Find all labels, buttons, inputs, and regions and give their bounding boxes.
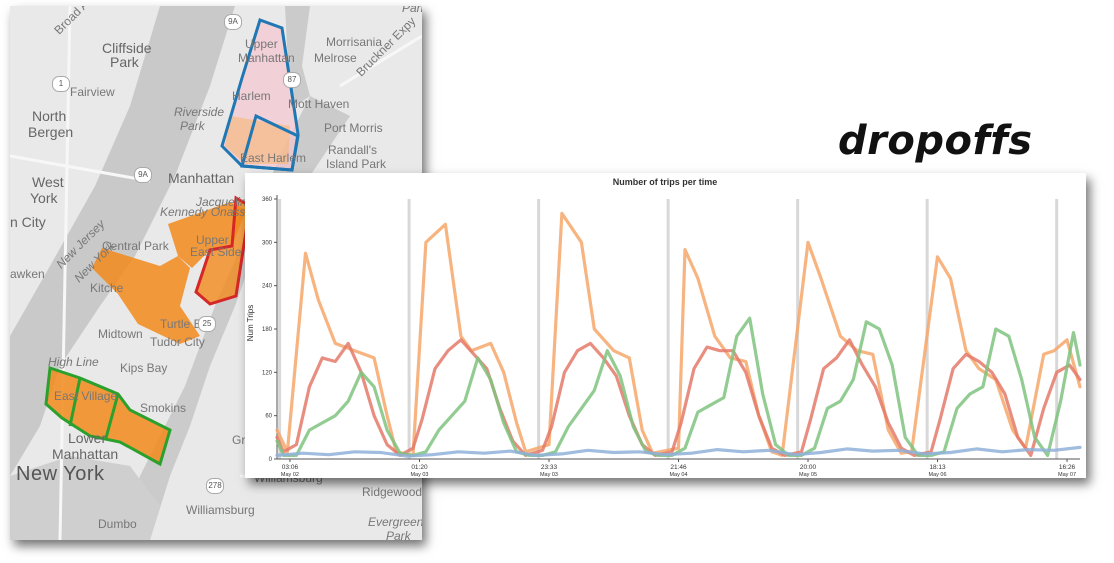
map-label-ridgewood: Ridgewood	[362, 485, 422, 499]
map-label-upper-east: Upper	[196, 233, 229, 247]
route-shield-icon: 9A	[134, 167, 152, 183]
road	[58, 6, 72, 540]
map-label-kips-bay: Kips Bay	[120, 361, 168, 375]
map-label-jacqueline: Jacqueline	[196, 195, 254, 209]
x-tick-label-time: 21:46	[670, 464, 687, 471]
map-label-fairview: Fairview	[70, 85, 115, 99]
map-label-east-village: East Village	[54, 389, 118, 403]
map-label-kennedy: Kennedy Onassis	[160, 205, 255, 219]
route-shield-icon: 25	[198, 316, 216, 332]
route-shield-icon: 278	[206, 478, 224, 494]
y-tick-label: 180	[262, 327, 273, 333]
map-label-island-park: Island Park	[326, 157, 387, 171]
y-tick-label: 360	[262, 197, 273, 203]
x-tick-label-date: May 07	[1058, 472, 1076, 478]
road	[339, 34, 422, 88]
map-label-riverside: Riverside	[174, 105, 225, 119]
y-tick-label: 240	[262, 284, 273, 290]
x-tick-label-time: 03:06	[282, 464, 299, 471]
map-label-manhattan: Manhattan	[168, 170, 235, 186]
x-tick-label-date: May 04	[669, 472, 687, 478]
dropoffs-heading: dropoffs	[838, 118, 1033, 164]
map-label-mott-haven: Mott Haven	[288, 97, 350, 111]
y-tick-label: 60	[265, 414, 272, 420]
map-label-melrose: Melrose	[314, 51, 357, 65]
lower-bay	[10, 456, 160, 540]
region-uptown-dots	[225, 116, 290, 164]
hudson-river	[10, 6, 235, 476]
map-label-randalls: Randall's	[328, 143, 377, 157]
region-midtown	[92, 248, 200, 344]
x-tick-label-date: May 06	[929, 472, 947, 478]
map-label-central-park: Central Park	[102, 239, 169, 253]
map-label-east-harlem: East Harlem	[240, 151, 307, 165]
y-axis-label: Num Trips	[246, 305, 255, 341]
y-tick-label: 300	[262, 240, 273, 246]
x-tick-label-date: May 02	[281, 472, 299, 478]
map-label-north: North	[32, 108, 67, 124]
road	[10, 154, 151, 183]
series-line-4	[275, 445, 1082, 458]
region-midtown-north	[168, 202, 246, 268]
chart-card: Number of trips per time Num Trips 0 60 12…	[245, 173, 1086, 478]
map-label-tudor-city: Tudor City	[150, 335, 205, 349]
chart-title: Number of trips per time	[613, 177, 718, 187]
map-label-williamsburg: Williamsburg	[186, 503, 255, 517]
map-label-east-side: East Side	[190, 245, 242, 259]
map-label-city: n City	[10, 214, 46, 230]
map-label-york: York	[30, 190, 58, 206]
map-label-morrisania: Morrisania	[326, 35, 383, 49]
x-tick-label-date: May 03	[410, 472, 428, 478]
map-label-new-york: New York	[16, 463, 105, 485]
region-east-harlem-outline	[240, 113, 300, 172]
route-shield-icon: 1	[52, 76, 70, 92]
map-label-lower-manhattan: Manhattan	[52, 446, 119, 462]
route-shield-icon: 9A	[224, 14, 242, 30]
map-label-gr: Gr	[232, 433, 246, 447]
map-label-upper: Upper	[245, 37, 278, 51]
x-tick-label-time: 01:20	[411, 464, 428, 471]
map-label-port-morris: Port Morris	[324, 121, 383, 135]
x-tick-label-date: May 05	[799, 472, 817, 478]
region-downtown-divider	[68, 377, 120, 439]
map-label-midtown: Midtown	[98, 327, 143, 341]
y-tick-label: 0	[269, 457, 273, 463]
series-lines	[275, 211, 1082, 458]
series-line-2	[275, 338, 1082, 457]
map-label-dumbo: Dumbo	[98, 517, 137, 531]
axes	[274, 195, 1080, 462]
map-label-park: Park	[402, 6, 422, 15]
map-label-lower: Lower	[68, 430, 107, 446]
map-label-hawken: awken	[10, 267, 45, 281]
x-tick-label-time: 23:33	[541, 464, 558, 471]
route-shield-icon: 87	[283, 72, 301, 88]
y-tick-label: 120	[262, 370, 273, 376]
trips-line-chart: Number of trips per time Num Trips 0 60 12…	[246, 177, 1082, 478]
map-label-high-line: High Line	[48, 355, 99, 369]
map-label-cliffside: Cliffside	[102, 40, 152, 56]
x-tick-label-time: 18:13	[929, 464, 946, 471]
map-label-evergreen: Evergreen	[368, 515, 422, 529]
map-label-smokins: Smokins	[140, 401, 187, 415]
series-line-1	[275, 211, 1082, 457]
map-label-harlem: Harlem	[232, 89, 271, 103]
x-tick-label-time: 20:00	[800, 464, 817, 471]
map-label-manhattan-upper: Manhattan	[238, 51, 295, 65]
map-label-cliffside-park: Park	[110, 54, 139, 70]
x-tick-label-time: 16:26	[1059, 464, 1076, 471]
map-label-west: West	[32, 174, 64, 190]
map-label-bergen: Bergen	[28, 124, 74, 140]
x-tick-label-date: May 03	[540, 472, 558, 478]
map-label-riverside-park: Park	[180, 119, 205, 133]
series-line-3	[275, 316, 1082, 457]
map-label-evergreen-park: Park	[386, 529, 411, 541]
map-label-kitchen: Kitche	[90, 281, 124, 295]
east-river	[120, 96, 350, 540]
